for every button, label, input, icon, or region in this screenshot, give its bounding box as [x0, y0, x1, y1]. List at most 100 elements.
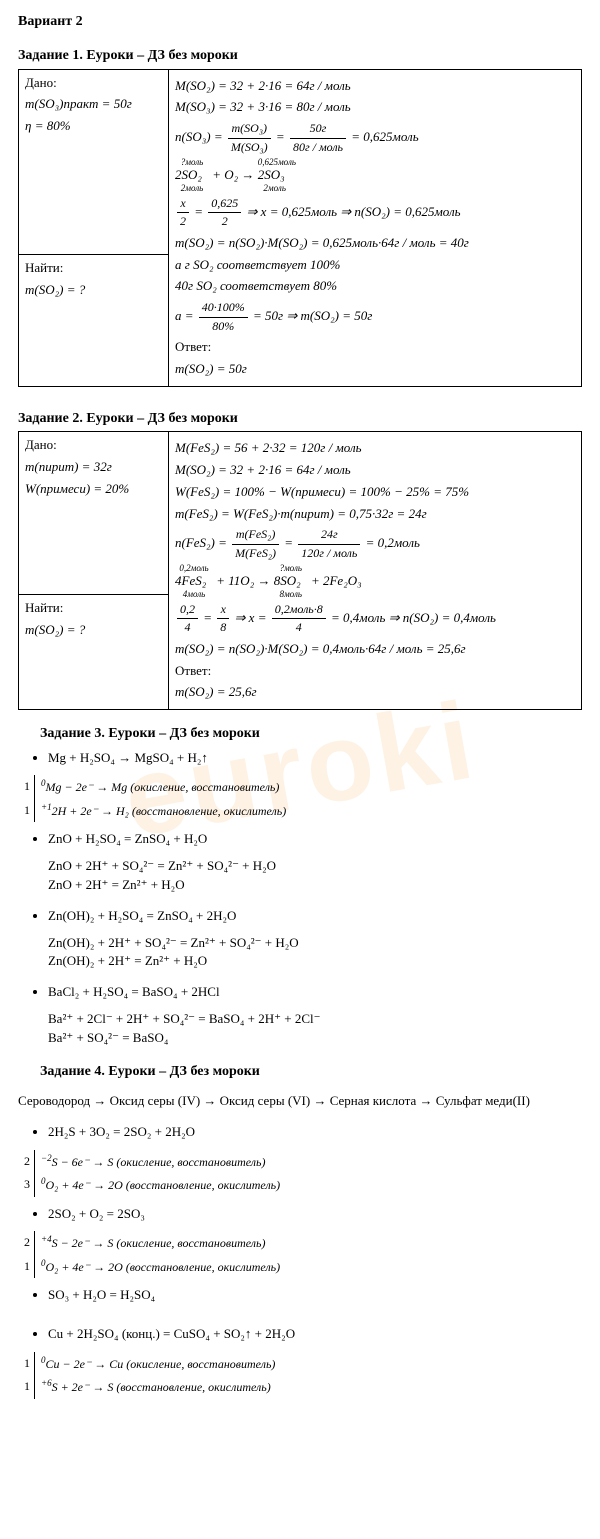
t1-ansl: Ответ: [175, 338, 575, 357]
t2-f1: m(SO₂) = ? [25, 621, 162, 640]
t4-h4a: 0Cu − 2e⁻ → Cu (окисление, восстановител… [41, 1354, 275, 1373]
t3-h1b-o1: +1 [41, 802, 52, 812]
t3-r3a: Zn(OH)₂ + H₂SO₄ = ZnSO₄ + 2H₂O [48, 907, 582, 926]
task2-find: Найти: m(SO₂) = ? [19, 595, 169, 710]
t4-h2ca: 2 [24, 1234, 30, 1251]
t4-r3: SO₃ + H₂O = H₂SO₄ [48, 1286, 582, 1305]
t3-h1a-t: Mg − 2e⁻ → Mg (окисление, восстановитель… [46, 780, 280, 794]
t1-s3n2: 50г [290, 120, 346, 138]
t1-s2: M(SO₃) = 32 + 3·16 = 80г / моль [175, 98, 575, 117]
t3-r4c: Ba²⁺ + SO₄²⁻ = BaSO₄ [48, 1029, 582, 1048]
task3-title: Задание 3. Еуроки – ДЗ без мороки [40, 724, 582, 744]
t2-ansl: Ответ: [175, 662, 575, 681]
task4-title: Задание 4. Еуроки – ДЗ без мороки [40, 1062, 582, 1082]
document: Вариант 2 Задание 1. Еуроки – ДЗ без мор… [18, 12, 582, 1399]
t1-s5n2: 0,625 [208, 195, 241, 213]
t2-s7n1: 0,2 [177, 601, 198, 619]
t4-h2a-t: S − 2e⁻ → S (окисление, восстановитель) [52, 1236, 266, 1250]
t2-g1: m(пирит) = 32г [25, 458, 162, 477]
t1-s3n1: m(SO₃) [228, 120, 271, 138]
t1-ans: m(SO₂) = 50г [175, 360, 575, 379]
t4-h4b-t: S + 2e⁻ → S (восстановление, окислитель) [52, 1380, 271, 1394]
t3-list4: BaCl₂ + H₂SO₄ = BaSO₄ + 2HCl [48, 983, 582, 1002]
t2-s6t2: ?моль [274, 562, 308, 575]
t3-r2a: ZnO + H₂SO₄ = ZnSO₄ + H₂O [48, 830, 582, 849]
t4-l1: 2H₂S + 3O₂ = 2SO₂ + 2H₂O [48, 1123, 582, 1142]
t2-s5n2: 24г [298, 526, 360, 544]
task1-title: Задание 1. Еуроки – ДЗ без мороки [18, 46, 582, 66]
task2-given: Дано: m(пирит) = 32г W(примеси) = 20% [19, 431, 169, 594]
t1-s9r: = 50г ⇒ m(SO₂) = 50г [253, 308, 372, 323]
t4-h4a-t: Cu − 2e⁻ → Cu (окисление, восстановитель… [46, 1357, 276, 1371]
t1-s9: a = 40·100%80% = 50г ⇒ m(SO₂) = 50г [175, 299, 575, 335]
t4-h2b: 0O₂ + 4e⁻ → 2O (восстановление, окислите… [41, 1257, 280, 1276]
t3-r4a: BaCl₂ + H₂SO₄ = BaSO₄ + 2HCl [48, 983, 582, 1002]
t1-s4: ?моль2SO₂2моль + O₂ → 0,625моль2SO₃2моль [175, 166, 575, 185]
t3-h1: 11 0Mg − 2e⁻ → Mg (окисление, восстанови… [24, 775, 582, 822]
t3-r4b: Ba²⁺ + 2Cl⁻ + 2H⁺ + SO₄²⁻ = BaSO₄ + 2H⁺ … [48, 1010, 582, 1029]
t1-s4b1: 2моль [175, 182, 209, 195]
t1-s9l: a = [175, 308, 194, 323]
t1-s5r: ⇒ x = 0,625моль ⇒ n(SO₂) = 0,625моль [247, 204, 461, 219]
t4-h2: 21 +4S − 2e⁻ → S (окисление, восстановит… [24, 1231, 582, 1278]
t2-s7: 0,24 = x8 ⇒ x = 0,2моль·84 = 0,4моль ⇒ n… [175, 601, 575, 637]
t4-h2a: +4S − 2e⁻ → S (окисление, восстановитель… [41, 1233, 280, 1252]
t4-h4b-o: +6 [41, 1378, 52, 1388]
find-label: Найти: [25, 259, 162, 278]
t1-s7: a г SO₂ соответствует 100% [175, 256, 575, 275]
t2-s1: M(FeS₂) = 56 + 2·32 = 120г / моль [175, 439, 575, 458]
t2-s3: W(FeS₂) = 100% − W(примеси) = 100% − 25%… [175, 483, 575, 502]
task2-solution: M(FeS₂) = 56 + 2·32 = 120г / моль M(SO₂)… [169, 431, 582, 709]
t2-s6: 0,2моль4FeS₂4моль + 11O₂ → ?моль8SO₂8мол… [175, 572, 575, 591]
find-label: Найти: [25, 599, 162, 618]
t4-h4cb: 1 [24, 1378, 30, 1395]
t4-h1ca: 2 [24, 1153, 30, 1170]
t1-s9n: 40·100% [199, 299, 248, 317]
t4-h1b-t: O₂ + 4e⁻ → 2O (восстановление, окислител… [46, 1178, 281, 1192]
t2-s6b2: 8моль [274, 588, 308, 601]
t1-s3d1: M(SO₃) [228, 139, 271, 156]
t2-s7d1: 4 [177, 619, 198, 636]
t3-h1b: +12H + 2e⁻ → H₂ (восстановление, окислит… [41, 801, 286, 820]
task1-find: Найти: m(SO₂) = ? [19, 255, 169, 386]
t2-s5d2: 120г / моль [298, 545, 360, 562]
t1-s3d2: 80г / моль [290, 139, 346, 156]
t2-s4: m(FeS₂) = W(FeS₂)·m(пирит) = 0,75·32г = … [175, 505, 575, 524]
t4-h1a: −2S − 6e⁻ → S (окисление, восстановитель… [41, 1152, 280, 1171]
t2-s5r: = 0,2моль [366, 535, 420, 550]
t2-s5d1: M(FeS₂) [232, 545, 279, 562]
t3-r3c: Zn(OH)₂ + 2H⁺ = Zn²⁺ + H₂O [48, 952, 582, 971]
t3-list2: ZnO + H₂SO₄ = ZnSO₄ + H₂O [48, 830, 582, 849]
t4-h2a-o: +4 [41, 1234, 52, 1244]
t2-s7m: ⇒ x = [235, 610, 270, 625]
t3-h1a: 0Mg − 2e⁻ → Mg (окисление, восстановител… [41, 777, 286, 796]
t4-h1: 2 3 −2S − 6e⁻ → S (окисление, восстановит… [24, 1150, 582, 1197]
t2-s6t1: 0,2моль [175, 562, 213, 575]
t2-s8: m(SO₂) = n(SO₂)·M(SO₂) = 0,4моль·64г / м… [175, 640, 575, 659]
t1-s4b2: 2моль [258, 182, 292, 195]
t1-g2: η = 80% [25, 117, 162, 136]
t4-h4b: +6S + 2e⁻ → S (восстановление, окислител… [41, 1377, 275, 1396]
t4-chain: Сероводород → Оксид серы (IV) → Оксид се… [18, 1092, 582, 1111]
t4-h4: 1 1 0Cu − 2e⁻ → Cu (окисление, восстанови… [24, 1352, 582, 1399]
t2-s5l: n(FeS₂) = [175, 535, 227, 550]
t2-s7d3: 4 [272, 619, 326, 636]
t3-r1: Mg + H₂SO₄ → MgSO₄ + H₂↑ [48, 749, 582, 768]
t3-r2c: ZnO + 2H⁺ = Zn²⁺ + H₂O [48, 876, 582, 895]
t2-g2: W(примеси) = 20% [25, 480, 162, 499]
t3-r2b: ZnO + 2H⁺ + SO₄²⁻ = Zn²⁺ + SO₄²⁻ + H₂O [48, 857, 582, 876]
t1-s5d2: 2 [208, 213, 241, 230]
given-label: Дано: [25, 436, 162, 455]
t2-s7d2: 8 [217, 619, 229, 636]
variant-title: Вариант 2 [18, 12, 582, 32]
t1-s9d: 80% [199, 318, 248, 335]
t2-s7n2: x [217, 601, 229, 619]
t4-h1b: 0O₂ + 4e⁻ → 2O (восстановление, окислите… [41, 1175, 280, 1194]
t1-s1: M(SO₂) = 32 + 2·16 = 64г / моль [175, 77, 575, 96]
t1-s8: 40г SO₂ соответствует 80% [175, 277, 575, 296]
t4-h1cb: 3 [24, 1176, 30, 1193]
t4-h1a-t: S − 6e⁻ → S (окисление, восстановитель) [52, 1155, 266, 1169]
t2-s2: M(SO₂) = 32 + 2·16 = 64г / моль [175, 461, 575, 480]
t4-h4ca: 1 [24, 1355, 30, 1372]
t4-l3: SO₃ + H₂O = H₂SO₄ [48, 1286, 582, 1305]
